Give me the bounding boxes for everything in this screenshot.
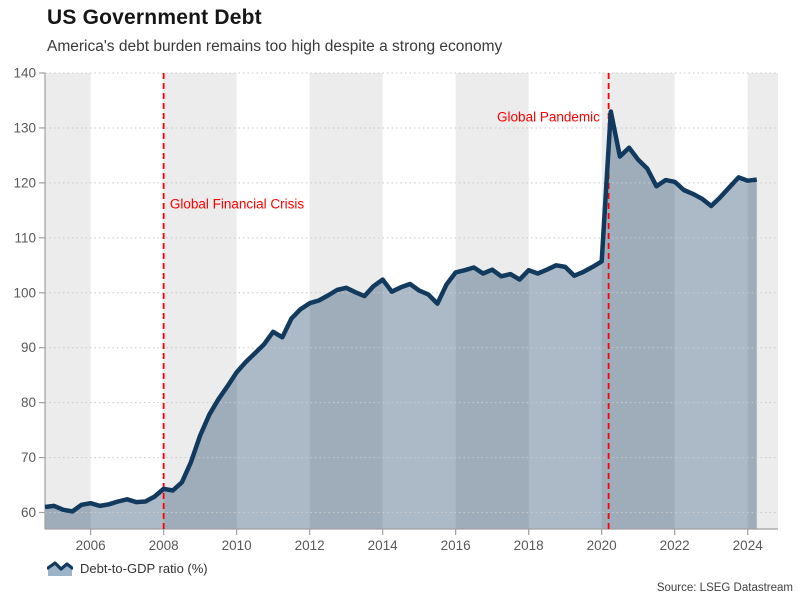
legend: Debt-to-GDP ratio (%) <box>47 560 208 577</box>
x-tick-label: 2014 <box>368 538 399 553</box>
chart-subtitle: America's debt burden remains too high d… <box>47 38 503 55</box>
source-credit: Source: LSEG Datastream <box>656 582 793 594</box>
y-tick-label: 70 <box>21 450 36 465</box>
y-tick-label: 120 <box>13 175 36 190</box>
y-tick-label: 140 <box>13 66 36 81</box>
x-tick-label: 2010 <box>222 538 252 553</box>
y-tick-label: 60 <box>21 505 36 520</box>
area-fill <box>45 111 757 529</box>
x-tick-label: 2018 <box>514 538 544 553</box>
x-tick-label: 2006 <box>76 538 106 553</box>
area-series-icon <box>47 561 73 576</box>
alt-year-band <box>601 73 675 529</box>
event-annotation: Global Pandemic <box>497 109 600 124</box>
alt-year-band <box>455 73 529 529</box>
alt-year-band <box>45 73 91 529</box>
y-tick-label: 100 <box>13 285 36 300</box>
x-tick-label: 2024 <box>733 538 764 553</box>
y-tick-label: 130 <box>13 120 36 135</box>
alt-year-band <box>163 73 237 529</box>
series-line <box>44 109 758 514</box>
y-tick-label: 110 <box>14 230 36 245</box>
alt-year-band <box>747 73 778 529</box>
x-tick-label: 2008 <box>149 538 179 553</box>
legend-label: Debt-to-GDP ratio (%) <box>80 561 208 576</box>
page-title: US Government Debt <box>47 6 262 29</box>
y-tick-label: 80 <box>21 395 36 410</box>
x-tick-label: 2016 <box>441 538 471 553</box>
event-annotation: Global Financial Crisis <box>170 196 305 211</box>
y-tick-label: 90 <box>21 340 36 355</box>
x-tick-label: 2012 <box>295 538 325 553</box>
chart-header: US Government Debt America's debt burden… <box>47 6 502 56</box>
x-tick-label: 2022 <box>660 538 690 553</box>
x-tick-label: 2020 <box>587 538 617 553</box>
